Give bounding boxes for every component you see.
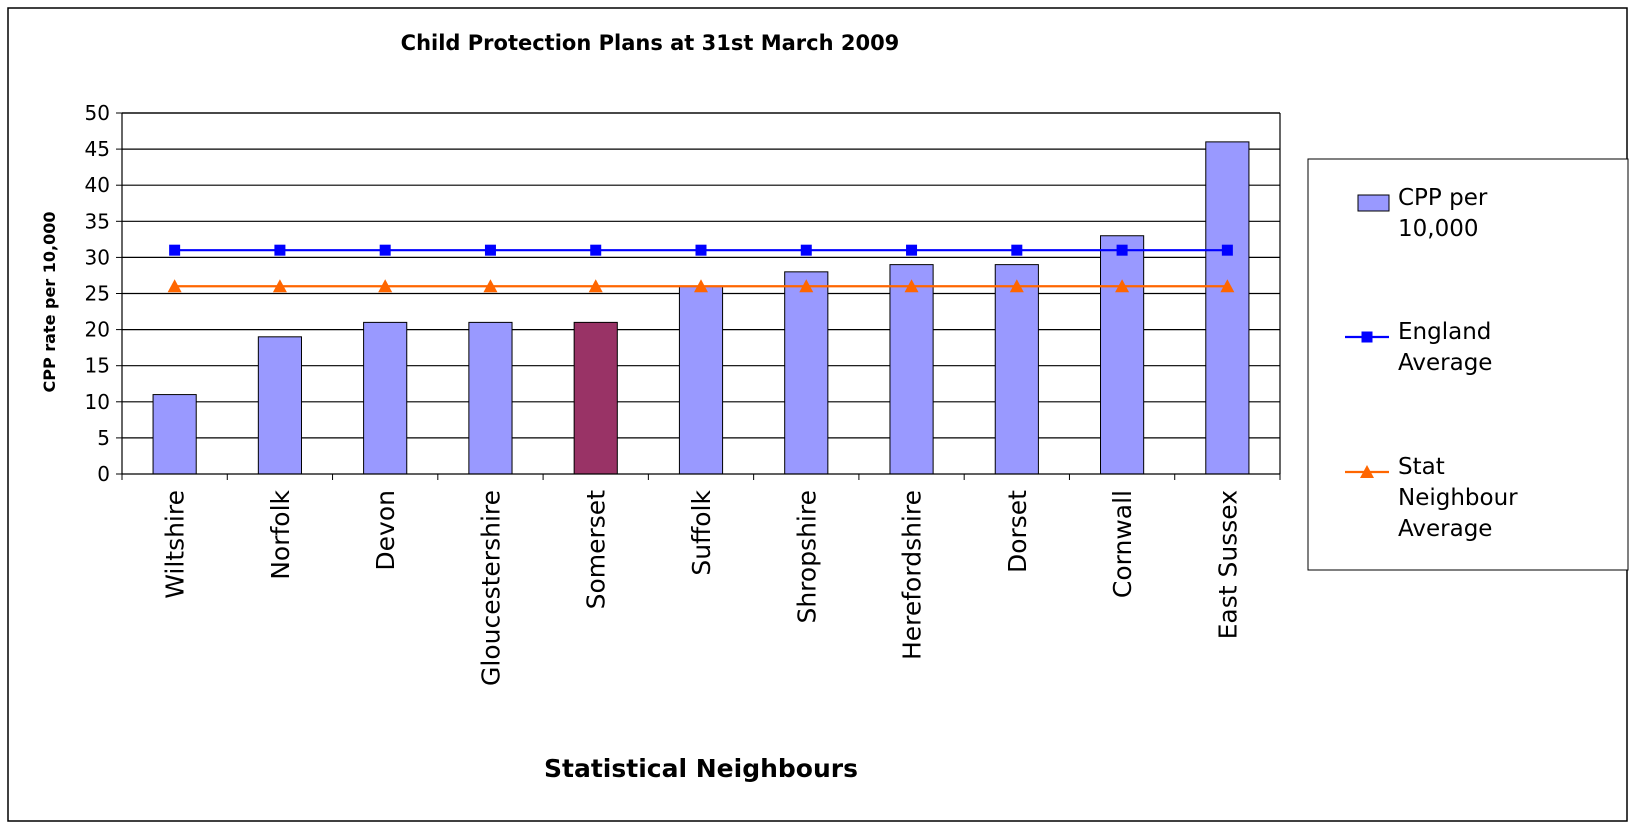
legend-swatch-bar — [1357, 194, 1390, 212]
bar-somerset — [573, 321, 618, 475]
x-category-label: East Sussex — [1213, 490, 1242, 639]
y-tick-label: 40 — [85, 173, 110, 197]
bar-norfolk — [257, 336, 302, 475]
point-square — [1116, 244, 1128, 256]
bar-dorset — [994, 264, 1039, 475]
point-triangle — [799, 279, 814, 293]
point-triangle — [378, 279, 393, 293]
point-square — [169, 244, 181, 256]
y-tick-label: 0 — [97, 462, 110, 486]
point-square — [274, 244, 286, 256]
point-square — [906, 244, 918, 256]
bar-suffolk — [678, 285, 724, 475]
bar-gloucestershire — [468, 321, 513, 475]
bar-cornwall — [1100, 235, 1145, 475]
point-triangle — [588, 279, 603, 293]
x-category-label: Norfolk — [266, 489, 295, 579]
point-square — [484, 244, 496, 256]
x-axis-title: Statistical Neighbours — [544, 754, 858, 783]
x-category-label: Wiltshire — [161, 490, 190, 599]
bar-devon — [363, 321, 408, 475]
point-triangle — [694, 279, 708, 293]
point-triangle — [272, 279, 287, 293]
bar-herefordshire — [889, 264, 934, 475]
legend-label: England Average — [1398, 319, 1492, 376]
x-category-label: Suffolk — [687, 489, 716, 575]
legend-box — [1307, 158, 1629, 571]
legend: CPP per 10,000 England Average Stat Neighbour… — [1307, 158, 1629, 571]
legend-marker-square — [1361, 331, 1373, 343]
point-square — [1011, 244, 1023, 256]
x-category-label: Gloucestershire — [476, 490, 505, 686]
x-category-label: Shropshire — [792, 490, 821, 624]
bar-wiltshire — [152, 394, 197, 475]
point-triangle — [904, 279, 919, 293]
x-category-label: Dorset — [1003, 490, 1032, 573]
point-square — [379, 244, 391, 256]
y-tick-label: 25 — [85, 282, 110, 306]
y-tick-label: 10 — [85, 390, 110, 414]
y-tick-label: 20 — [85, 318, 110, 342]
legend-label: Stat Neighbour Average — [1398, 454, 1518, 542]
chart-title: Child Protection Plans at 31st March 200… — [401, 31, 900, 55]
y-tick-label: 15 — [85, 354, 110, 378]
x-category-label: Herefordshire — [898, 490, 927, 660]
point-square — [1221, 244, 1233, 256]
line-layer — [167, 244, 1235, 293]
point-square — [695, 244, 707, 256]
y-tick-label: 5 — [97, 426, 110, 450]
axis-layer: 0 5 10 15 20 25 30 35 40 45 50 Wiltshire Norfolk Devo… — [85, 101, 1281, 686]
y-tick-label: 45 — [85, 137, 110, 161]
legend-marker-triangle — [1360, 465, 1374, 478]
bar-shropshire — [784, 271, 829, 475]
point-triangle — [1115, 279, 1130, 293]
point-triangle — [1009, 279, 1024, 293]
point-square — [800, 244, 812, 256]
bar-east-sussex — [1205, 141, 1250, 475]
y-tick-label: 50 — [85, 101, 110, 125]
point-square — [590, 244, 602, 256]
point-triangle — [1220, 279, 1235, 293]
legend-label: CPP per 10,000 — [1398, 185, 1488, 242]
x-category-label: Cornwall — [1108, 490, 1137, 598]
y-axis-title: CPP rate per 10,000 — [40, 211, 59, 392]
point-triangle — [483, 279, 498, 293]
y-tick-label: 30 — [85, 245, 110, 269]
x-category-label: Devon — [371, 490, 400, 571]
y-tick-label: 35 — [85, 209, 110, 233]
x-category-label: Somerset — [582, 490, 611, 610]
point-triangle — [167, 279, 182, 293]
